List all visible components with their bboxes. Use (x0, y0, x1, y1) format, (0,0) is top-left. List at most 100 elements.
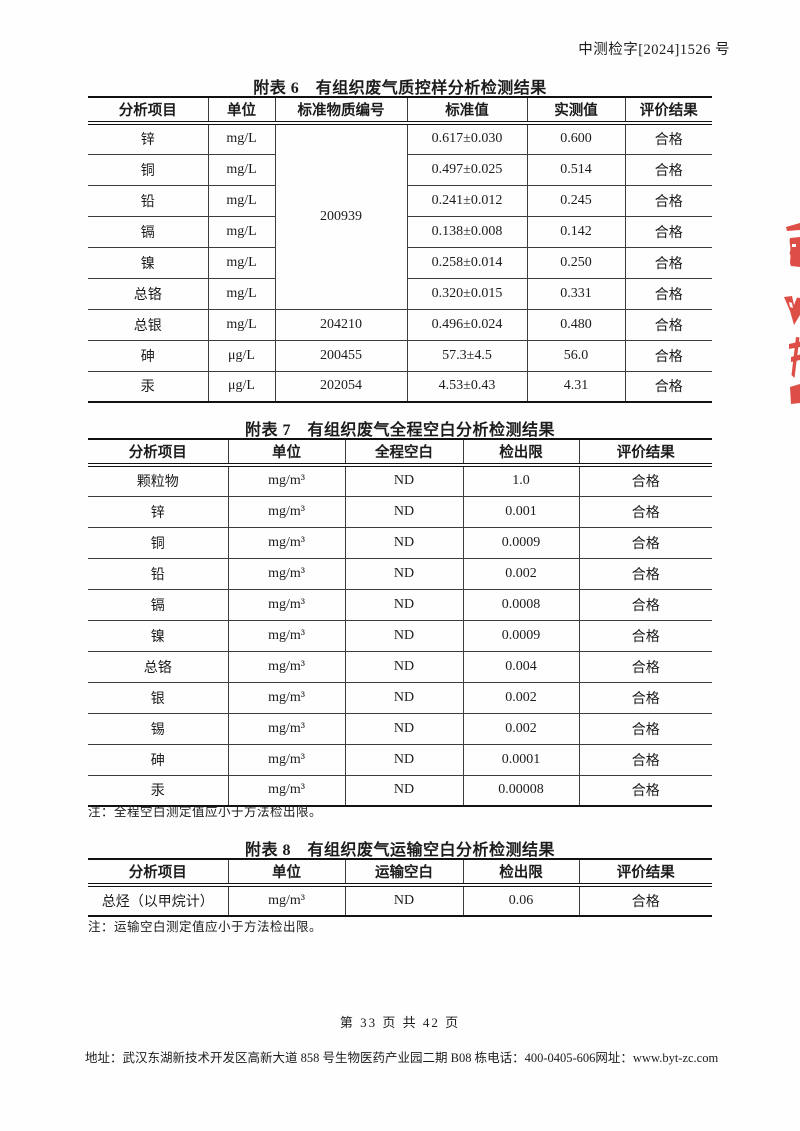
table-row: 镉 mg/L 0.138±0.008 0.142 合格 (88, 216, 712, 248)
table-cell: mg/m³ (227, 651, 345, 683)
table-cell: 0.245 (526, 185, 625, 217)
table-cell: 镉 (88, 216, 208, 248)
table-cell: 合格 (578, 558, 712, 590)
table-row: 颗粒物 mg/m³ ND 1.0 合格 (88, 465, 712, 497)
table-cell: 0.258±0.014 (406, 247, 527, 279)
table-cell: 0.002 (462, 713, 579, 745)
table-cell: ND (344, 713, 463, 745)
column-header: 分析项目 (88, 97, 208, 125)
table-cell: 0.241±0.012 (406, 185, 527, 217)
column-header: 标准物质编号 (274, 97, 407, 125)
table-cell: mg/m³ (227, 713, 345, 745)
table-cell: ND (344, 620, 463, 652)
footer: 地址：武汉东湖新技术开发区高新大道 858 号生物医药产业园二期 B08 栋 电… (85, 1047, 719, 1066)
table-row: 总烃（以甲烷计） mg/m³ ND 0.06 合格 (88, 885, 712, 916)
table-row: 铜 mg/m³ ND 0.0009 合格 (88, 527, 712, 559)
table-cell: 0.001 (462, 496, 579, 528)
column-header: 评价结果 (578, 439, 712, 467)
table-cell: 0.0008 (462, 589, 579, 621)
column-header: 单位 (227, 859, 345, 887)
table-cell: ND (344, 527, 463, 559)
table-cell: μg/L (207, 340, 275, 372)
table-cell: 砷 (88, 744, 228, 776)
table-cell: 0.138±0.008 (406, 216, 527, 248)
table-cell: ND (344, 651, 463, 683)
table-cell: 合格 (624, 123, 712, 155)
table-cell: mg/m³ (227, 682, 345, 714)
table-cell: 合格 (578, 620, 712, 652)
table-cell: 汞 (140, 380, 155, 396)
table-cell: 0.0009 (462, 527, 579, 559)
table-cell: 合格 (578, 496, 712, 528)
table-row: 总银 mg/L 204210 0.496±0.024 0.480 合格 (88, 309, 712, 341)
table-cell: 56.0 (526, 340, 625, 372)
table-cell: mg/L (207, 278, 275, 310)
column-header: 分析项目 (88, 439, 228, 467)
table-cell: 0.497±0.025 (406, 154, 527, 186)
table-cell: 锡 (88, 713, 228, 745)
footer-address: 地址：武汉东湖新技术开发区高新大道 858 号生物医药产业园二期 B08 栋 (85, 1051, 488, 1065)
table-cell: 总银 (88, 309, 208, 341)
table-cell: 202054 (274, 371, 407, 402)
footer-website: 网址：www.byt-zc.com (595, 1051, 719, 1065)
table-cell: ND (344, 682, 463, 714)
table-row: 砷 mg/m³ ND 0.0001 合格 (88, 744, 712, 776)
table-cell: 汞 (150, 784, 165, 800)
table6-title: 附表 6 有组织废气质控样分析检测结果 (253, 80, 547, 97)
table-cell: 4.53±0.43 (406, 371, 527, 402)
table-cell: 颗粒物 (88, 465, 228, 497)
table-row: 铅 mg/L 0.241±0.012 0.245 合格 (88, 185, 712, 217)
table-cell: 镍 (88, 620, 228, 652)
table-cell: 合格 (578, 527, 712, 559)
table-row: 锌 mg/L 200939 0.617±0.030 0.600 合格 (88, 123, 712, 310)
table-cell: 铜 (88, 527, 228, 559)
table-cell: 1.0 (462, 465, 579, 497)
table-cell: 0.496±0.024 (406, 309, 527, 341)
table-cell: 合格 (624, 340, 712, 372)
table-row: 汞 mg/m³ ND 0.00008 合格 (88, 775, 712, 806)
table-cell: 合格 (578, 682, 712, 714)
table-cell: 合格 (578, 885, 712, 916)
table-cell: 0.002 (462, 682, 579, 714)
table-cell: 0.331 (526, 278, 625, 310)
table-cell: ND (344, 496, 463, 528)
table-row: 总铬 mg/L 0.320±0.015 0.331 合格 (88, 278, 712, 310)
column-header: 全程空白 (344, 439, 463, 467)
header-row: 分析项目 单位 运输空白 检出限 评价结果 (88, 859, 712, 887)
table-cell: mg/m³ (227, 885, 345, 916)
table-cell: 0.004 (462, 651, 579, 683)
column-header: 单位 (227, 439, 345, 467)
table-cell: 铜 (88, 154, 208, 186)
table-cell: 总铬 (88, 651, 228, 683)
table-cell: 合格 (578, 775, 712, 806)
table-cell: 镉 (88, 589, 228, 621)
column-header: 单位 (207, 97, 275, 125)
table-cell: 合格 (624, 216, 712, 248)
doc-number: 中测检字[2024]1526 号 (578, 42, 730, 58)
table-cell: 0.514 (526, 154, 625, 186)
table-cell: 200939 (274, 123, 407, 310)
column-header: 评价结果 (624, 97, 712, 125)
footer-phone: 电话：400-0405-606 (487, 1051, 596, 1065)
table-cell: 合格 (578, 744, 712, 776)
table-cell: 0.320±0.015 (406, 278, 527, 310)
table-cell: 0.600 (526, 123, 625, 155)
table-cell: ND (344, 465, 463, 497)
table-cell: 总烃（以甲烷计） (101, 895, 214, 910)
page-number: 第 33 页 共 42 页 (339, 1015, 461, 1030)
table-cell: 锌 (88, 496, 228, 528)
table-cell: mg/L (207, 309, 275, 341)
table-cell: 0.06 (462, 885, 579, 916)
red-seal-fragment-icon (784, 223, 800, 404)
table-row: 汞 μg/L 202054 4.53±0.43 4.31 合格 (88, 371, 712, 402)
table-row: 银 mg/m³ ND 0.002 合格 (88, 682, 712, 714)
table-row: 锌 mg/m³ ND 0.001 合格 (88, 496, 712, 528)
table-cell: ND (344, 885, 463, 916)
column-header: 实测值 (526, 97, 625, 125)
table-cell: mg/m³ (227, 589, 345, 621)
table-cell: mg/L (207, 216, 275, 248)
table7-title: 附表 7 有组织废气全程空白分析检测结果 (244, 422, 555, 439)
table-cell: 合格 (578, 589, 712, 621)
column-header: 检出限 (462, 439, 579, 467)
column-header: 运输空白 (344, 859, 463, 887)
